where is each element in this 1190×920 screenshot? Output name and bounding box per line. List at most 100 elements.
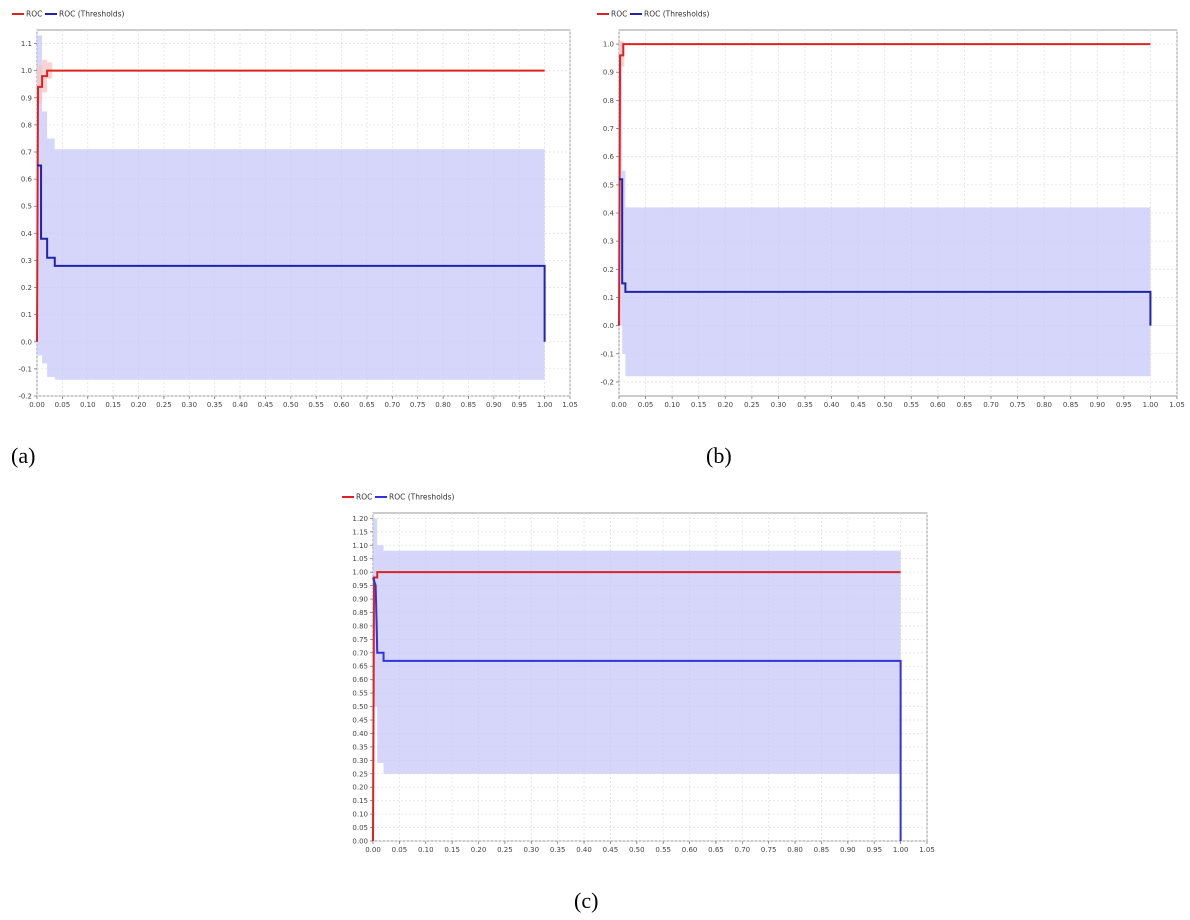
y-tick-label: 0.90 (352, 596, 368, 604)
x-tick-label: 0.10 (418, 846, 434, 854)
y-tick-label: 0.80 (352, 622, 368, 630)
roc-series-line (618, 43, 1151, 326)
x-tick-label: 0.65 (708, 846, 724, 854)
x-tick-label: 0.65 (359, 401, 375, 409)
x-tick-label: 0.95 (866, 846, 882, 854)
x-tick-label: 0.35 (550, 846, 566, 854)
y-tick-label: 1.20 (352, 515, 368, 523)
y-tick-label: 0.4 (21, 230, 33, 238)
roc-chart-c: ROC ROC (Thresholds) 0.00 0.05 0.10 0.15 0.20 0… (342, 493, 935, 854)
y-tick-label: 1.05 (352, 555, 368, 563)
caption-c: (c) (574, 888, 599, 913)
x-tick-label: 0.50 (877, 401, 893, 409)
caption-b: (b) (706, 443, 732, 468)
x-tick-label: 0.55 (655, 846, 671, 854)
x-tick-label: 0.80 (1036, 401, 1052, 409)
x-tick-label: 0.40 (232, 401, 248, 409)
y-tick-label: 0.3 (603, 238, 614, 246)
x-tick-label: 0.90 (486, 401, 502, 409)
x-tick-label: 0.05 (392, 846, 408, 854)
y-tick-label: 0.9 (603, 69, 614, 77)
thresholds-series-line (372, 577, 902, 841)
x-tick-label: 0.95 (1116, 401, 1132, 409)
y-tick-label: 1.0 (21, 67, 32, 75)
x-tick-label: 0.55 (903, 401, 919, 409)
y-tick-label: 0.30 (352, 757, 368, 765)
y-tick-label: 0.1 (603, 294, 614, 302)
x-tick-label: 0.30 (181, 401, 197, 409)
x-tick-label: 0.25 (497, 846, 513, 854)
x-tick-label: 1.00 (537, 401, 553, 409)
x-tick-label: 0.00 (29, 401, 45, 409)
x-tick-label: 0.80 (435, 401, 451, 409)
y-tick-label: 0.95 (352, 582, 368, 590)
y-tick-label: 0.85 (352, 609, 368, 617)
x-tick-label: 0.05 (55, 401, 71, 409)
y-tick-label: 0.25 (352, 770, 368, 778)
legend: ROC ROC (Thresholds) (597, 10, 710, 19)
y-tick-label: 1.15 (352, 528, 368, 536)
y-tick-label: 0.20 (352, 784, 368, 792)
y-tick-label: 1.0 (603, 41, 614, 49)
x-tick-label: 0.85 (461, 401, 477, 409)
x-tick-label: 0.35 (207, 401, 223, 409)
x-tick-label: 0.75 (410, 401, 426, 409)
roc-chart-a: ROC ROC (Thresholds) 0.00 0.05 0.10 0.15 0.20 0… (12, 10, 578, 409)
x-tick-label: 0.70 (735, 846, 751, 854)
x-tick-label: 1.00 (893, 846, 909, 854)
y-tick-label: 0.5 (603, 181, 614, 189)
x-tick-label: 0.60 (334, 401, 350, 409)
x-tick-label: 0.55 (308, 401, 324, 409)
x-tick-label: 0.00 (365, 846, 381, 854)
x-tick-label: 0.75 (1010, 401, 1026, 409)
x-tick-label: 0.95 (511, 401, 527, 409)
y-tick-label: 0.6 (603, 153, 615, 161)
y-tick-label: -0.1 (18, 365, 32, 373)
x-tick-label: 0.50 (629, 846, 645, 854)
x-tick-label: 0.25 (156, 401, 172, 409)
legend-label-roc: ROC (611, 10, 627, 19)
y-tick-label: 1.10 (352, 542, 368, 550)
x-tick-label: 0.45 (258, 401, 274, 409)
x-tick-label: 0.10 (80, 401, 96, 409)
y-tick-label: 1.1 (21, 40, 32, 48)
y-tick-label: 1.00 (352, 569, 368, 577)
y-tick-label: 0.3 (21, 257, 32, 265)
x-tick-label: 0.70 (983, 401, 999, 409)
y-tick-label: 0.60 (352, 676, 368, 684)
x-tick-label: 0.50 (283, 401, 299, 409)
roc-series-line (36, 69, 545, 342)
y-tick-label: 0.4 (603, 210, 615, 218)
thresholds-series-line (619, 178, 1152, 326)
x-tick-label: 1.05 (562, 401, 578, 409)
y-tick-label: 0.0 (21, 338, 32, 346)
x-tick-label: 0.30 (523, 846, 539, 854)
y-tick-label: 0.40 (352, 730, 368, 738)
y-tick-label: 0.15 (352, 797, 368, 805)
x-tick-label: 0.85 (814, 846, 830, 854)
y-tick-label: 0.1 (21, 311, 32, 319)
x-tick-label: 0.90 (1089, 401, 1105, 409)
y-tick-label: -0.2 (600, 378, 614, 386)
caption-a: (a) (11, 443, 36, 468)
legend-label-roc: ROC (356, 493, 372, 502)
y-tick-label: 0.2 (603, 266, 614, 274)
x-tick-label: 0.60 (682, 846, 698, 854)
y-tick-label: 0.9 (21, 94, 32, 102)
thresholds-confidence-band (373, 518, 901, 774)
legend-label-thresholds: ROC (Thresholds) (59, 10, 125, 19)
x-tick-label: 1.00 (1143, 401, 1159, 409)
y-tick-label: 0.7 (21, 149, 32, 157)
x-tick-label: 0.80 (787, 846, 803, 854)
x-tick-label: 0.35 (797, 401, 813, 409)
roc-chart-b: ROC ROC (Thresholds) 0.00 0.05 0.10 0.15 0.20 0… (597, 10, 1185, 409)
y-tick-label: 0.70 (352, 649, 368, 657)
y-tick-label: 0.55 (352, 690, 368, 698)
y-tick-label: 0.8 (21, 121, 32, 129)
roc-series-line (372, 571, 901, 842)
thresholds-confidence-band (37, 35, 545, 380)
y-tick-label: 0.7 (603, 125, 614, 133)
y-tick-label: 0.75 (352, 636, 368, 644)
x-tick-label: 0.20 (471, 846, 487, 854)
legend-label-roc: ROC (26, 10, 42, 19)
